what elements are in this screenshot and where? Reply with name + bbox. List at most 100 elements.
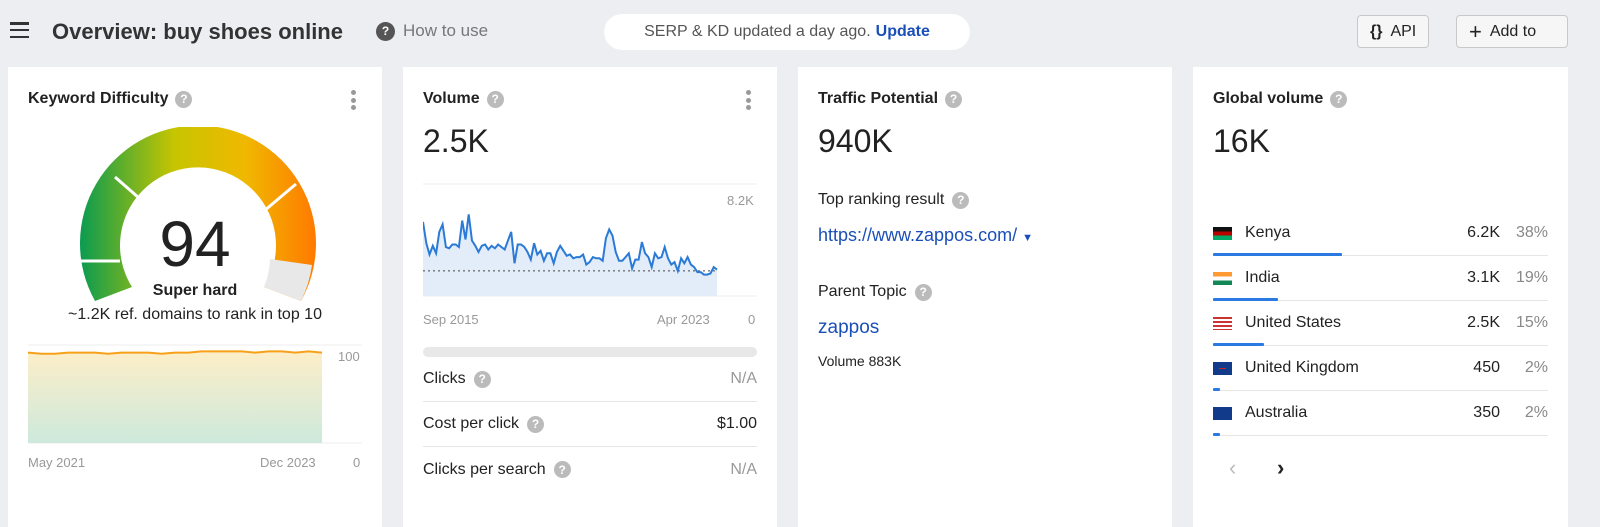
x-axis-end: Apr 2023 xyxy=(657,312,710,327)
traffic-potential-card: Traffic Potential? 940K Top ranking resu… xyxy=(798,67,1172,527)
help-icon[interactable]: ? xyxy=(553,461,571,478)
dropdown-caret-icon[interactable]: ▼ xyxy=(1022,232,1033,244)
metric-label: Clicks xyxy=(423,370,466,387)
country-volume: 450 xyxy=(1473,359,1500,376)
next-page-icon[interactable]: › xyxy=(1277,455,1285,480)
traffic-value: 940K xyxy=(818,123,893,159)
flag-icon xyxy=(1213,406,1232,420)
country-name: Kenya xyxy=(1245,224,1291,241)
hamburger-menu-icon[interactable] xyxy=(10,22,29,38)
help-icon[interactable]: ? xyxy=(945,90,963,108)
x-axis-end: Dec 2023 xyxy=(260,455,316,470)
kd-line xyxy=(28,350,323,355)
country-row[interactable]: United Kingdom 450 2% xyxy=(1213,346,1548,391)
country-name: United Kingdom xyxy=(1245,359,1359,376)
card-title: Traffic Potential? xyxy=(818,90,963,108)
share-bar xyxy=(1213,343,1264,346)
chart-scrollbar[interactable] xyxy=(423,347,757,357)
kd-score: 94 xyxy=(159,208,231,280)
parent-topic-link[interactable]: zappos xyxy=(818,317,880,338)
card-title: Global volume? xyxy=(1213,90,1348,108)
clicks-row: Clicks? N/A xyxy=(423,357,757,402)
flag-icon xyxy=(1213,271,1232,285)
country-row[interactable]: Kenya 6.2K 38% xyxy=(1213,211,1548,256)
global-volume-card: Global volume? 16K Kenya 6.2K 38% India … xyxy=(1193,67,1568,527)
top-ranking-url[interactable]: https://www.zappos.com/ xyxy=(818,225,1018,245)
api-button[interactable]: {} API xyxy=(1357,15,1430,48)
country-volume: 3.1K xyxy=(1467,269,1500,286)
help-icon[interactable]: ? xyxy=(473,370,491,388)
metric-label: Cost per click xyxy=(423,415,520,432)
country-row[interactable]: United States 2.5K 15% xyxy=(1213,301,1548,346)
metric-value: N/A xyxy=(730,370,757,387)
volume-card: Volume? 2.5K 8.2K 0 Sep 2015 Apr 2023 Cl… xyxy=(403,67,777,527)
help-icon[interactable]: ? xyxy=(175,90,193,108)
kd-level: Super hard xyxy=(152,282,238,299)
y-axis-min: 0 xyxy=(748,312,756,327)
country-share: 15% xyxy=(1515,314,1548,331)
country-share: 19% xyxy=(1515,269,1548,286)
metric-value: N/A xyxy=(730,460,757,478)
how-to-use-label: How to use xyxy=(403,21,489,40)
clicks-per-search-row: Clicks per search? N/A xyxy=(423,447,757,492)
help-icon[interactable]: ? xyxy=(486,90,504,108)
kd-area xyxy=(28,351,322,443)
parent-topic-volume: Volume 883K xyxy=(818,353,902,369)
global-volume-value: 16K xyxy=(1213,123,1270,159)
volume-trend-chart xyxy=(423,183,757,297)
country-volume: 6.2K xyxy=(1467,224,1500,241)
share-bar xyxy=(1213,253,1343,256)
top-ranking-label: Top ranking result? xyxy=(818,191,970,209)
kd-note: ~1.2K ref. domains to rank in top 10 xyxy=(68,306,322,323)
share-bar xyxy=(1213,388,1220,391)
gauge-fill xyxy=(80,127,316,301)
gauge-remaining xyxy=(264,259,312,301)
help-icon[interactable]: ? xyxy=(914,283,932,301)
braces-icon: {} xyxy=(1370,22,1383,40)
parent-topic-label: Parent Topic? xyxy=(818,283,932,301)
kd-gauge xyxy=(78,127,316,301)
serp-update-banner: SERP & KD updated a day ago. Update xyxy=(604,14,970,50)
add-to-label: Add to xyxy=(1489,22,1537,40)
help-icon[interactable]: ? xyxy=(1330,90,1348,108)
metric-value: $1.00 xyxy=(716,415,757,432)
help-icon[interactable]: ? xyxy=(952,191,970,209)
update-link[interactable]: Update xyxy=(875,23,930,40)
serp-status-text: SERP & KD updated a day ago. xyxy=(644,23,871,40)
more-options-icon[interactable] xyxy=(350,90,356,110)
flag-icon xyxy=(1213,226,1232,240)
x-axis-start: Sep 2015 xyxy=(423,312,479,327)
share-bar xyxy=(1213,433,1220,436)
country-name: India xyxy=(1245,269,1280,286)
country-share: 2% xyxy=(1524,404,1548,421)
x-axis-start: May 2021 xyxy=(28,455,86,470)
more-options-icon[interactable] xyxy=(745,90,751,110)
country-share: 2% xyxy=(1524,359,1548,376)
share-bar xyxy=(1213,298,1278,301)
y-axis-min: 0 xyxy=(353,455,361,470)
flag-icon xyxy=(1213,361,1232,375)
country-name: Australia xyxy=(1245,404,1308,421)
top-ranking-result: https://www.zappos.com/ ▼ xyxy=(818,225,1033,246)
volume-line xyxy=(423,214,718,276)
y-axis-max: 8.2K xyxy=(727,193,754,208)
keyword-difficulty-card: Keyword Difficulty? 94 Super hard ~1.2K … xyxy=(8,67,382,527)
help-icon[interactable]: ? xyxy=(527,415,545,433)
top-bar: Overview: buy shoes online ? How to use S… xyxy=(0,0,1600,62)
help-icon: ? xyxy=(376,21,395,41)
card-title: Volume? xyxy=(423,90,504,108)
metric-label: Clicks per search xyxy=(423,460,546,478)
flag-icon xyxy=(1213,316,1232,330)
country-share: 38% xyxy=(1515,224,1548,241)
country-row[interactable]: Australia 350 2% xyxy=(1213,391,1548,436)
country-row[interactable]: India 3.1K 19% xyxy=(1213,256,1548,301)
kd-history-chart xyxy=(28,344,362,444)
add-to-button[interactable]: + Add to xyxy=(1456,15,1568,48)
country-volume: 2.5K xyxy=(1467,314,1500,331)
y-axis-max: 100 xyxy=(338,349,360,364)
api-label: API xyxy=(1390,22,1417,40)
how-to-use-link[interactable]: ? How to use xyxy=(376,21,488,41)
prev-page-icon[interactable]: ‹ xyxy=(1229,455,1237,480)
page-title: Overview: buy shoes online xyxy=(52,19,343,44)
country-volume: 350 xyxy=(1473,404,1500,421)
